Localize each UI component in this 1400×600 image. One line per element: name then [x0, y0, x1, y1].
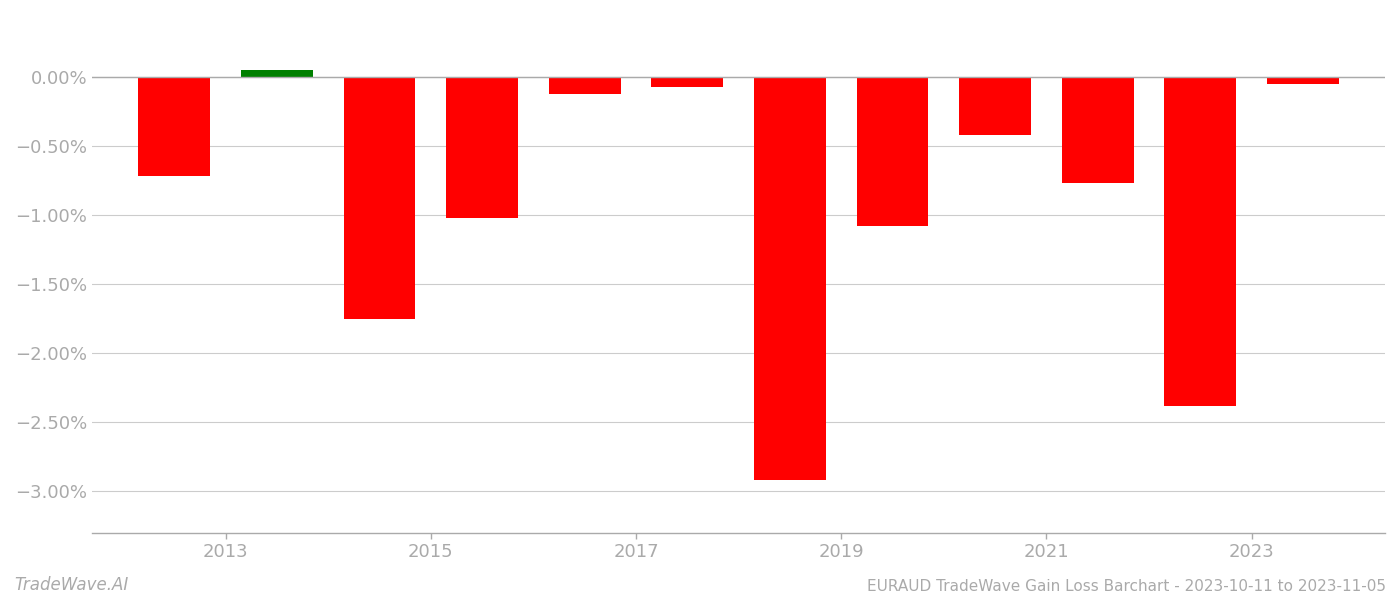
- Bar: [343, 77, 416, 319]
- Bar: [1267, 77, 1338, 84]
- Bar: [959, 77, 1030, 135]
- Bar: [651, 77, 724, 87]
- Bar: [857, 77, 928, 226]
- Text: TradeWave.AI: TradeWave.AI: [14, 576, 129, 594]
- Bar: [139, 77, 210, 176]
- Bar: [755, 77, 826, 480]
- Bar: [241, 70, 312, 77]
- Bar: [447, 77, 518, 218]
- Bar: [1165, 77, 1236, 406]
- Bar: [549, 77, 620, 94]
- Bar: [1061, 77, 1134, 184]
- Text: EURAUD TradeWave Gain Loss Barchart - 2023-10-11 to 2023-11-05: EURAUD TradeWave Gain Loss Barchart - 20…: [867, 579, 1386, 594]
